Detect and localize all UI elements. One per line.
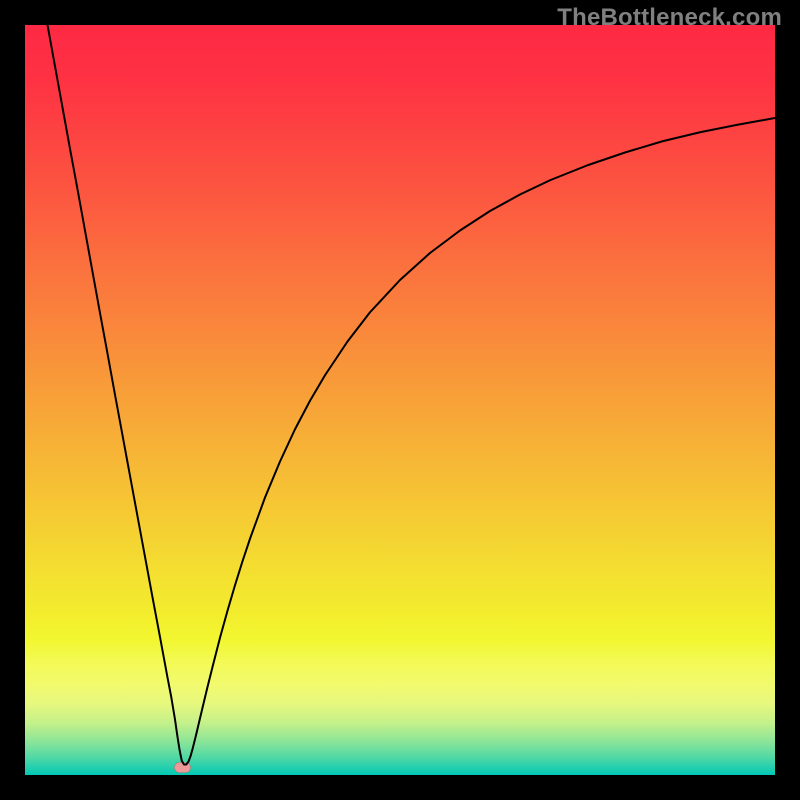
curve-minimum-marker bbox=[175, 763, 191, 773]
watermark-text: TheBottleneck.com bbox=[557, 4, 782, 32]
chart-frame: TheBottleneck.com bbox=[0, 0, 800, 800]
plot-area bbox=[25, 25, 775, 775]
chart-canvas bbox=[25, 25, 775, 775]
chart-background bbox=[25, 25, 775, 775]
